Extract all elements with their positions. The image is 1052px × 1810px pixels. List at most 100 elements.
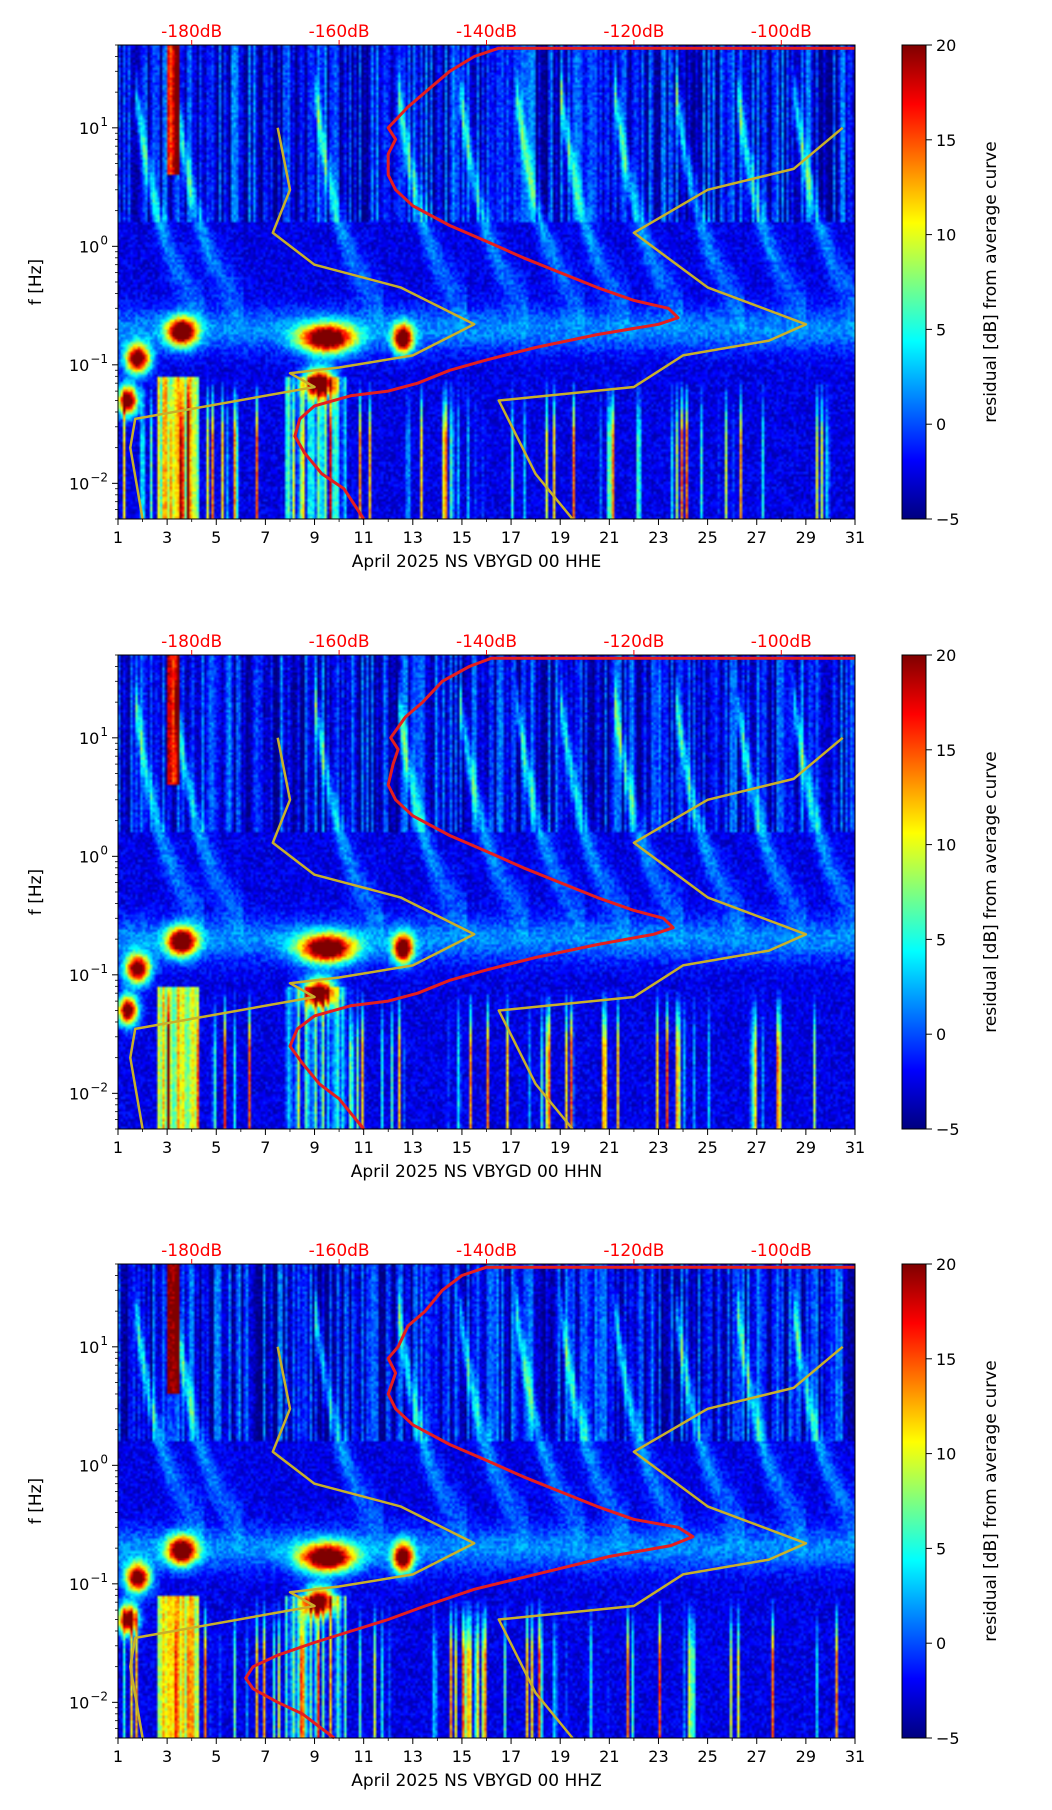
y-axis-label: f [Hz] [26,1478,46,1524]
colorbar-tick-label: 5 [936,320,946,339]
x-tick-label: 3 [162,1747,172,1766]
colorbar-tick-label: 10 [936,226,956,245]
y-tick-label: 10 [79,1456,99,1475]
y-tick-label: 10 [69,966,89,985]
top-db-label: -140dB [456,632,517,652]
x-tick-label: 13 [403,1138,423,1157]
x-axis-label: April 2025 NS VBYGD 00 HHE [352,552,602,572]
x-tick-label: 5 [211,1747,221,1766]
top-db-label: -120dB [603,632,664,652]
x-tick-label: 21 [599,1138,619,1157]
colorbar-tick-label: 15 [936,131,956,150]
x-tick-label: 15 [452,1747,472,1766]
x-axis-label: April 2025 NS VBYGD 00 HHZ [351,1771,602,1791]
top-db-label: -100dB [751,632,812,652]
x-tick-label: 9 [309,1138,319,1157]
colorbar-label: residual [dB] from average curve [981,1360,1001,1641]
y-tick-exponent: 1 [100,1334,108,1348]
db-curve [288,656,855,1130]
spectrogram-image [118,1264,855,1738]
x-tick-label: 1 [113,1138,123,1157]
x-tick-label: 19 [550,1138,570,1157]
model-curve-1 [497,126,844,520]
colorbar-tick-label: 10 [936,836,956,855]
colorbar-tick-label: 15 [936,741,956,760]
x-tick-label: 31 [845,1747,865,1766]
top-db-label: -180dB [161,22,222,42]
colorbar-label: residual [dB] from average curve [981,141,1001,422]
y-tick-exponent: −1 [90,1571,108,1585]
x-tick-label: 27 [747,1138,767,1157]
x-tick-label: 7 [260,1138,270,1157]
db-curve [244,1265,855,1740]
x-tick-label: 1 [113,1747,123,1766]
x-tick-label: 31 [845,1138,865,1157]
y-tick-exponent: 1 [100,115,108,129]
model-curve-2 [129,127,476,520]
y-tick-exponent: 0 [100,843,108,857]
colorbar-tick-label: 0 [936,415,946,434]
colorbar-tick-label: 5 [936,930,946,949]
y-tick-label: 10 [69,356,89,375]
x-tick-label: 7 [260,1747,270,1766]
x-tick-label: 17 [501,528,521,547]
x-tick-label: 23 [648,528,668,547]
x-tick-label: 23 [648,1138,668,1157]
colorbar-tick-label: 5 [936,1539,946,1558]
top-db-label: -100dB [751,1241,812,1261]
top-db-label: -180dB [161,632,222,652]
y-tick-label: 10 [79,729,99,748]
top-db-label: -120dB [603,22,664,42]
x-tick-label: 29 [796,1138,816,1157]
colorbar [901,654,927,1130]
y-tick-exponent: −1 [90,962,108,976]
colorbar-tick-label: 0 [936,1634,946,1653]
x-tick-label: 3 [162,1138,172,1157]
y-tick-label: 10 [79,1338,99,1357]
x-tick-label: 11 [353,528,373,547]
colorbar-tick-label: 20 [936,1255,956,1274]
colorbar [901,44,927,520]
x-axis-label: April 2025 NS VBYGD 00 HHN [351,1162,603,1182]
x-tick-label: 11 [353,1138,373,1157]
x-tick-label: 1 [113,528,123,547]
colorbar-tick-label: 20 [936,646,956,665]
spectrogram-image [118,45,855,519]
top-db-label: -180dB [161,1241,222,1261]
colorbar-tick-label: 10 [936,1445,956,1464]
model-curve-1 [497,736,844,1130]
x-tick-label: 7 [260,528,270,547]
x-tick-label: 9 [309,528,319,547]
x-tick-label: 21 [599,1747,619,1766]
y-tick-label: 10 [69,1575,89,1594]
colorbar-label: residual [dB] from average curve [981,751,1001,1032]
colorbar-tick-label: −5 [936,1729,960,1748]
y-tick-label: 10 [69,474,89,493]
x-tick-label: 27 [747,1747,767,1766]
top-db-label: -140dB [456,22,517,42]
x-tick-label: 17 [501,1747,521,1766]
colorbar-tick-label: 15 [936,1350,956,1369]
y-axis-label: f [Hz] [26,869,46,915]
x-tick-label: 31 [845,528,865,547]
x-tick-label: 29 [796,1747,816,1766]
x-tick-label: 25 [697,1747,717,1766]
y-tick-exponent: 0 [100,233,108,247]
top-db-label: -140dB [456,1241,517,1261]
x-tick-label: 25 [697,528,717,547]
colorbar-tick-label: 0 [936,1025,946,1044]
top-db-label: -160dB [309,632,370,652]
y-axis-label: f [Hz] [26,259,46,305]
y-tick-exponent: −2 [90,470,108,484]
x-tick-label: 5 [211,528,221,547]
y-tick-exponent: −1 [90,352,108,366]
y-tick-label: 10 [79,237,99,256]
y-tick-exponent: 0 [100,1452,108,1466]
x-tick-label: 17 [501,1138,521,1157]
x-tick-label: 15 [452,1138,472,1157]
colorbar-tick-label: −5 [936,1120,960,1139]
